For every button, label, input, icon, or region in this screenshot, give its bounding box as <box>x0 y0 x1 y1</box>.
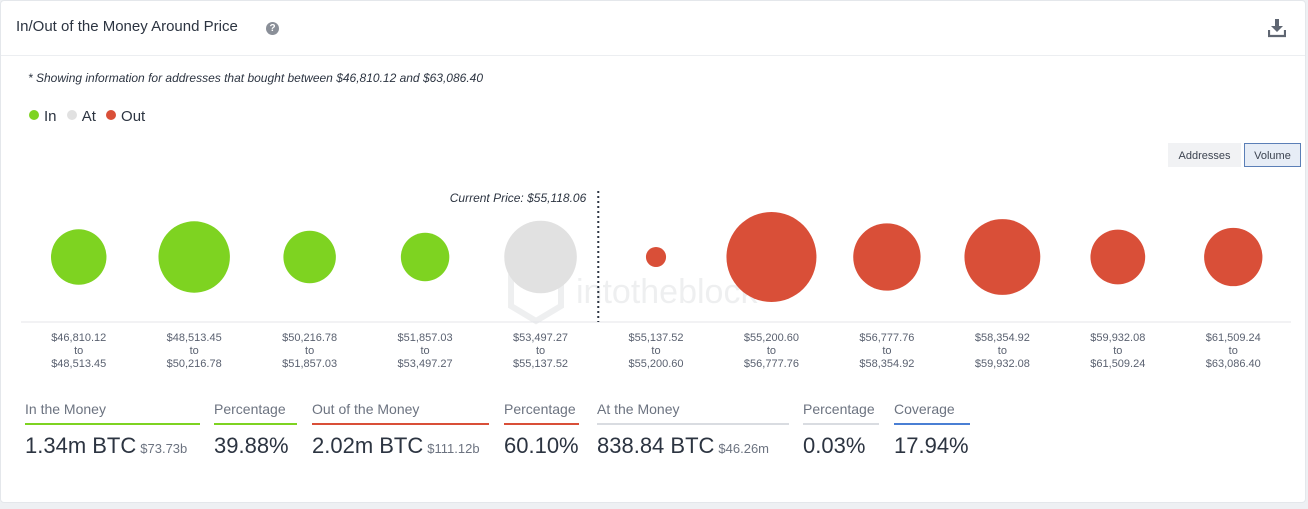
bucket-label-5-to-word: to <box>536 345 545 357</box>
legend-label-at: At <box>81 108 96 125</box>
stat-value-text: 2.02m BTC <box>312 433 424 458</box>
bucket-label-4-to: $53,497.27 <box>398 358 453 370</box>
bubble-series <box>50 212 1263 302</box>
bucket-label-2-to: $50,216.78 <box>167 358 222 370</box>
bucket-label-5-from: $53,497.27 <box>513 332 568 344</box>
bucket-label-5-to: $55,137.52 <box>513 358 568 370</box>
bucket-label-3-to: $51,857.03 <box>282 358 337 370</box>
bucket-labels: $46,810.12to$48,513.45$48,513.45to$50,21… <box>51 332 1261 370</box>
bubble-9[interactable] <box>964 219 1041 295</box>
stat-value: 0.03% <box>803 433 879 459</box>
bucket-label-9-to-word: to <box>998 345 1007 357</box>
stat-value-text: 1.34m BTC <box>25 433 137 458</box>
bucket-label-1-to: $48,513.45 <box>51 358 106 370</box>
stat-label: Percentage <box>504 401 579 425</box>
stat-label: At the Money <box>597 401 789 425</box>
bucket-label-7-from: $55,200.60 <box>744 332 799 344</box>
bucket-label-4-from: $51,857.03 <box>398 332 453 344</box>
bubble-chart: intotheblock $46,810.12to$48,513.45$48,5… <box>21 191 1291 370</box>
stat-value: 39.88% <box>214 433 297 459</box>
bucket-label-9-to: $59,932.08 <box>975 358 1030 370</box>
bubble-10[interactable] <box>1090 229 1146 285</box>
bucket-label-7-to: $56,777.76 <box>744 358 799 370</box>
stat-value-text: 0.03% <box>803 433 866 458</box>
card-header: In/Out of the Money Around Price ? <box>1 1 1305 56</box>
bucket-label-9-from: $58,354.92 <box>975 332 1030 344</box>
legend-dot-at <box>66 110 77 120</box>
stat-label: Percentage <box>803 401 879 425</box>
stat-value: 838.84 BTC $46.26m <box>597 433 789 459</box>
range-note: * Showing information for addresses that… <box>28 71 483 85</box>
legend: In At Out <box>29 108 151 125</box>
legend-dot-out <box>106 110 117 120</box>
addresses-toggle-button[interactable]: Addresses <box>1168 143 1241 167</box>
bubble-5[interactable] <box>504 220 577 294</box>
bucket-label-8-from: $56,777.76 <box>859 332 914 344</box>
summary-stats: In the Money 1.34m BTC $73.73b Percentage 39… <box>1 401 1305 481</box>
bucket-label-4-to-word: to <box>420 345 429 357</box>
bucket-label-6-to: $55,200.60 <box>628 358 683 370</box>
bucket-label-6-from: $55,137.52 <box>628 332 683 344</box>
bucket-label-11-to-word: to <box>1229 345 1238 357</box>
stat-value-text: 838.84 BTC <box>597 433 715 458</box>
stat-value-text: 39.88% <box>214 433 289 458</box>
stat-3: Out of the Money 2.02m BTC $111.12b <box>312 401 489 459</box>
stat-label: Percentage <box>214 401 297 425</box>
stat-1: In the Money 1.34m BTC $73.73b <box>25 401 200 459</box>
stat-label: Out of the Money <box>312 401 489 425</box>
bucket-label-8-to-word: to <box>882 345 891 357</box>
stat-value: 1.34m BTC $73.73b <box>25 433 200 459</box>
stat-2: Percentage 39.88% <box>214 401 297 459</box>
stat-value: 60.10% <box>504 433 579 459</box>
bubble-7[interactable] <box>726 212 817 302</box>
bubble-1[interactable] <box>50 229 107 285</box>
bucket-label-8-to: $58,354.92 <box>859 358 914 370</box>
download-icon[interactable] <box>1268 18 1286 38</box>
stat-4: Percentage 60.10% <box>504 401 579 459</box>
legend-label-out: Out <box>121 108 146 125</box>
stat-usd-value: $73.73b <box>140 441 188 456</box>
bubble-6[interactable] <box>645 246 667 268</box>
legend-item-out[interactable]: Out <box>106 108 145 125</box>
volume-toggle-button[interactable]: Volume <box>1244 143 1301 167</box>
bubble-3[interactable] <box>283 230 336 284</box>
stat-6: Percentage 0.03% <box>803 401 879 459</box>
current-price-label: Current Price: $55,118.06 <box>450 191 587 205</box>
bubble-4[interactable] <box>400 232 450 282</box>
card-title: In/Out of the Money Around Price <box>16 18 238 35</box>
bucket-label-1-to-word: to <box>74 345 83 357</box>
bucket-label-6-to-word: to <box>651 345 660 357</box>
bucket-label-10-from: $59,932.08 <box>1090 332 1145 344</box>
legend-label-in: In <box>44 108 57 125</box>
bucket-label-1-from: $46,810.12 <box>51 332 106 344</box>
bubble-11[interactable] <box>1204 227 1263 287</box>
legend-dot-in <box>29 110 39 120</box>
stat-label: Coverage <box>894 401 970 425</box>
stat-value: 17.94% <box>894 433 970 459</box>
bucket-label-11-from: $61,509.24 <box>1206 332 1261 344</box>
legend-item-at[interactable]: At <box>66 108 96 125</box>
bubble-8[interactable] <box>853 223 921 291</box>
bucket-label-2-to-word: to <box>190 345 199 357</box>
stat-label: In the Money <box>25 401 200 425</box>
bucket-label-2-from: $48,513.45 <box>167 332 222 344</box>
bucket-label-11-to: $63,086.40 <box>1206 358 1261 370</box>
bucket-label-3-from: $50,216.78 <box>282 332 337 344</box>
legend-item-in[interactable]: In <box>29 108 57 125</box>
bucket-label-7-to-word: to <box>767 345 776 357</box>
stat-value-text: 17.94% <box>894 433 969 458</box>
bucket-label-10-to-word: to <box>1113 345 1122 357</box>
svg-text:intotheblock: intotheblock <box>576 273 758 311</box>
bubble-2[interactable] <box>158 221 230 293</box>
help-icon[interactable]: ? <box>266 22 279 35</box>
stat-value-text: 60.10% <box>504 433 579 458</box>
stat-value: 2.02m BTC $111.12b <box>312 433 489 459</box>
stat-usd-value: $111.12b <box>427 441 480 456</box>
bucket-label-10-to: $61,509.24 <box>1090 358 1145 370</box>
bucket-label-3-to-word: to <box>305 345 314 357</box>
stat-5: At the Money 838.84 BTC $46.26m <box>597 401 789 459</box>
stat-usd-value: $46.26m <box>718 441 769 456</box>
stat-7: Coverage 17.94% <box>894 401 970 459</box>
